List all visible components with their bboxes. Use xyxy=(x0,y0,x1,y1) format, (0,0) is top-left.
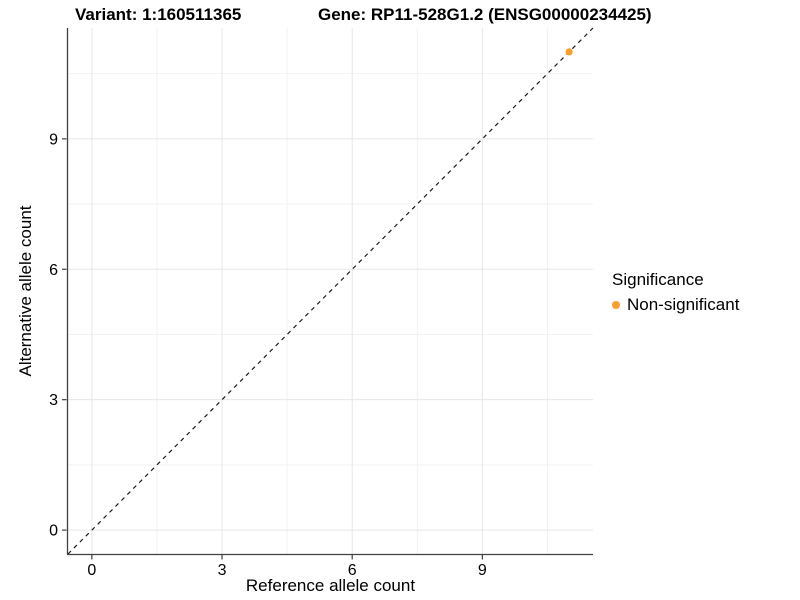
x-axis-title: Reference allele count xyxy=(245,576,416,595)
legend-item-label: Non-significant xyxy=(627,295,740,314)
legend-item: Non-significant xyxy=(612,295,739,314)
identity-line xyxy=(67,27,594,555)
legend: Significance Non-significant xyxy=(612,270,739,314)
x-tick-label: 9 xyxy=(478,562,487,579)
y-tick-label: 3 xyxy=(49,392,58,409)
y-tick-label: 0 xyxy=(49,523,58,540)
x-tick-label: 6 xyxy=(348,562,357,579)
x-tick-label: 0 xyxy=(87,562,96,579)
y-axis-title: Alternative allele count xyxy=(16,205,35,377)
legend-point-icon xyxy=(612,300,620,309)
y-tick-label: 9 xyxy=(49,131,58,148)
legend-title: Significance xyxy=(612,270,704,289)
data-point xyxy=(565,48,573,56)
x-tick-label: 3 xyxy=(218,562,227,579)
y-tick-label: 6 xyxy=(49,262,58,279)
variant-title: Variant: 1:160511365 xyxy=(75,5,242,24)
gene-title: Gene: RP11-528G1.2 (ENSG00000234425) xyxy=(318,5,652,24)
